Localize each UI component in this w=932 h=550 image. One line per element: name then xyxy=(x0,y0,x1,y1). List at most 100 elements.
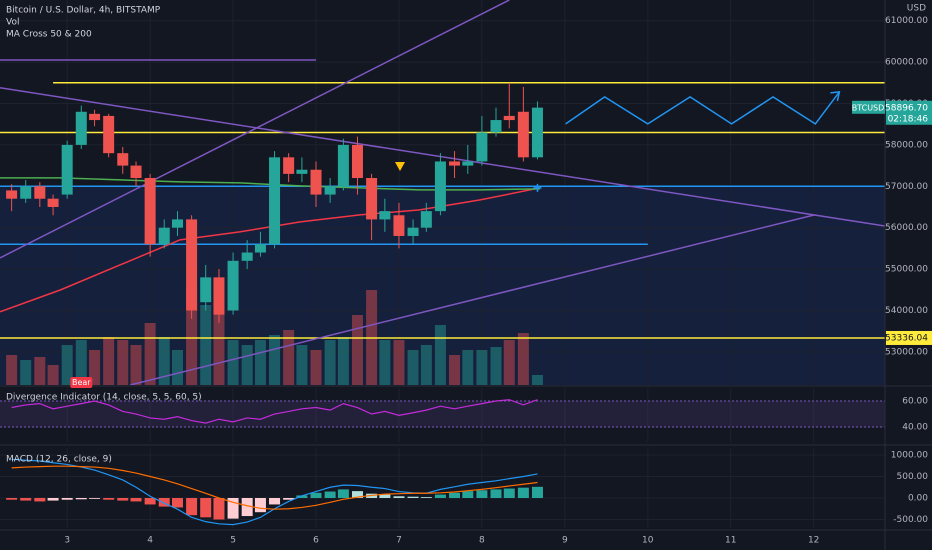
volume-bar xyxy=(20,360,32,385)
histogram-bar xyxy=(213,497,225,520)
histogram-bar xyxy=(379,494,391,498)
volume-bar xyxy=(283,330,295,385)
histogram-bar xyxy=(531,486,543,498)
candle-body xyxy=(517,111,529,158)
volume-bar xyxy=(254,340,266,385)
volume-bar xyxy=(186,285,198,385)
candle-body xyxy=(531,107,543,158)
level-box xyxy=(886,330,932,345)
candle-body xyxy=(420,211,432,228)
drawing-line xyxy=(0,0,510,259)
histogram-bar xyxy=(144,497,156,505)
volume-bar xyxy=(213,310,225,385)
histogram-bar xyxy=(61,497,73,500)
currency-label: USD xyxy=(907,4,926,14)
volume-bar xyxy=(296,345,308,385)
candle-body xyxy=(434,161,446,212)
x-tick-label: 10 xyxy=(642,536,654,546)
price-box xyxy=(886,100,932,125)
histogram-bar xyxy=(6,497,18,500)
candle-body xyxy=(241,252,253,261)
divergence-title: Divergence Indicator (14, close, 5, 5, 6… xyxy=(6,393,202,403)
histogram-bar xyxy=(283,497,295,500)
volume-label: Vol xyxy=(6,18,19,28)
volume-bar xyxy=(61,345,73,385)
y-tick-label: 60000.00 xyxy=(885,58,928,68)
x-tick-label: 9 xyxy=(562,536,568,546)
y-tick-label: 58000.00 xyxy=(885,140,928,150)
candle-body xyxy=(61,144,73,195)
y-tick-label: 60.00 xyxy=(902,397,928,407)
symbol-box xyxy=(852,100,885,114)
crosshair-marker xyxy=(533,183,542,192)
x-tick-label: 12 xyxy=(808,536,819,546)
histogram-bar xyxy=(186,497,198,516)
volume-bar xyxy=(269,335,281,385)
histogram-bar xyxy=(324,491,336,498)
indicator-line xyxy=(11,399,538,424)
histogram-bar xyxy=(337,489,349,498)
axes: 3 4 5 6 7 8 9 10 11 12 53000.00 54000.00 55000.00 560… xyxy=(64,16,932,546)
signal-marker xyxy=(395,162,405,171)
volume-bar xyxy=(420,345,432,385)
x-tick-label: 11 xyxy=(725,536,736,546)
volume-bar xyxy=(449,355,461,385)
volume-bar xyxy=(310,350,322,385)
volume-bar xyxy=(171,350,183,385)
y-tick-label: 55000.00 xyxy=(885,265,928,275)
x-tick-label: 6 xyxy=(313,536,319,546)
candle-body xyxy=(200,277,212,303)
histogram-bar xyxy=(476,490,488,498)
histogram-bar xyxy=(517,487,529,498)
x-tick-label: 7 xyxy=(396,536,402,546)
histogram-bar xyxy=(462,491,474,498)
candle-body xyxy=(283,157,295,174)
histogram-bar xyxy=(171,497,183,508)
y-tick-label: 40.00 xyxy=(902,423,928,433)
histogram-bar xyxy=(420,497,432,498)
y-tick-label: 57000.00 xyxy=(885,182,928,192)
volume-bar xyxy=(393,340,405,385)
histogram-bar xyxy=(269,497,281,505)
histogram-bar xyxy=(434,494,446,498)
volume-bar xyxy=(531,375,543,385)
y-tick-label: 61000.00 xyxy=(885,16,928,26)
y-tick-label: -500.00 xyxy=(893,515,928,525)
candle-body xyxy=(47,198,59,207)
candle-body xyxy=(476,132,488,162)
candle-body xyxy=(379,211,391,220)
histogram-bar xyxy=(241,497,253,517)
candle-body xyxy=(393,215,405,236)
histogram-bar xyxy=(227,497,239,519)
histogram-bar xyxy=(351,491,363,498)
drawing-line xyxy=(565,91,840,125)
volume-bar xyxy=(337,337,349,385)
chart-title: Bitcoin / U.S. Dollar, 4h, BITSTAMP xyxy=(6,6,161,16)
level-label: 53336.04 xyxy=(885,333,928,343)
volume-bar xyxy=(351,315,363,385)
histogram-bar xyxy=(103,497,115,500)
histogram-bar xyxy=(254,497,266,513)
candle-body xyxy=(158,227,170,245)
volume-bar xyxy=(6,355,18,385)
volume-bar xyxy=(144,323,156,385)
divergence-pane xyxy=(0,399,885,428)
candle-body xyxy=(254,244,266,253)
histogram-bar xyxy=(47,497,59,501)
volume-bar xyxy=(158,337,170,385)
macd-pane xyxy=(0,454,885,526)
band xyxy=(0,401,885,428)
volume-bar xyxy=(47,365,59,385)
volume-bar xyxy=(490,347,502,385)
y-tick-label: 1000.00 xyxy=(891,451,928,461)
volume-bar xyxy=(103,337,115,385)
histogram-bar xyxy=(296,495,308,498)
volume-bar xyxy=(75,340,87,385)
histogram-bar xyxy=(393,496,405,498)
candle-body xyxy=(89,113,101,121)
y-tick-label: 500.00 xyxy=(897,472,929,482)
candle-body xyxy=(407,227,419,236)
x-tick-label: 3 xyxy=(64,536,70,546)
drawing-line xyxy=(0,87,885,227)
